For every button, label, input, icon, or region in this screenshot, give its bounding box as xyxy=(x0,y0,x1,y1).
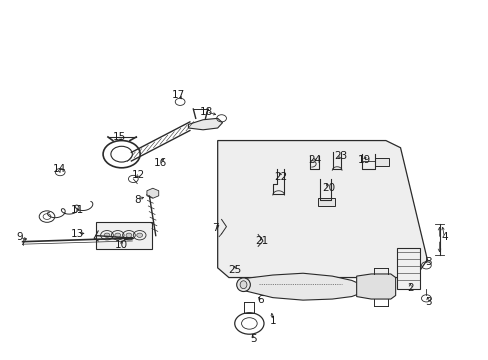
Text: 1: 1 xyxy=(269,316,276,325)
Bar xyxy=(396,248,419,289)
Ellipse shape xyxy=(236,278,250,292)
Polygon shape xyxy=(243,273,361,300)
Circle shape xyxy=(115,233,121,237)
Bar xyxy=(374,158,388,166)
Bar xyxy=(96,222,152,249)
Text: 3: 3 xyxy=(424,257,431,267)
Circle shape xyxy=(137,233,142,237)
Text: 9: 9 xyxy=(16,232,22,242)
Text: 12: 12 xyxy=(131,170,144,180)
Text: 23: 23 xyxy=(334,150,347,161)
Polygon shape xyxy=(217,140,427,278)
Text: 4: 4 xyxy=(440,232,447,242)
Text: 15: 15 xyxy=(112,132,125,142)
Text: 25: 25 xyxy=(228,265,241,275)
Polygon shape xyxy=(356,274,395,299)
Text: 11: 11 xyxy=(71,206,84,216)
Text: 6: 6 xyxy=(257,295,264,305)
Polygon shape xyxy=(188,118,222,130)
Text: 8: 8 xyxy=(134,195,140,205)
Text: 5: 5 xyxy=(249,333,256,343)
Text: 22: 22 xyxy=(274,172,287,182)
Text: 10: 10 xyxy=(115,240,128,250)
Circle shape xyxy=(126,233,132,237)
Text: 24: 24 xyxy=(308,155,321,165)
Text: 3: 3 xyxy=(424,297,431,307)
Text: 13: 13 xyxy=(71,229,84,239)
Text: 20: 20 xyxy=(321,183,334,193)
Text: 21: 21 xyxy=(254,236,267,246)
Text: 17: 17 xyxy=(172,90,185,100)
Text: 19: 19 xyxy=(357,155,370,165)
Text: 16: 16 xyxy=(154,158,167,168)
Circle shape xyxy=(104,233,110,237)
Text: 2: 2 xyxy=(406,283,413,293)
Ellipse shape xyxy=(240,281,246,289)
Text: 7: 7 xyxy=(211,224,218,233)
Bar xyxy=(317,198,334,206)
Text: 18: 18 xyxy=(200,107,213,117)
Text: 14: 14 xyxy=(53,164,66,174)
